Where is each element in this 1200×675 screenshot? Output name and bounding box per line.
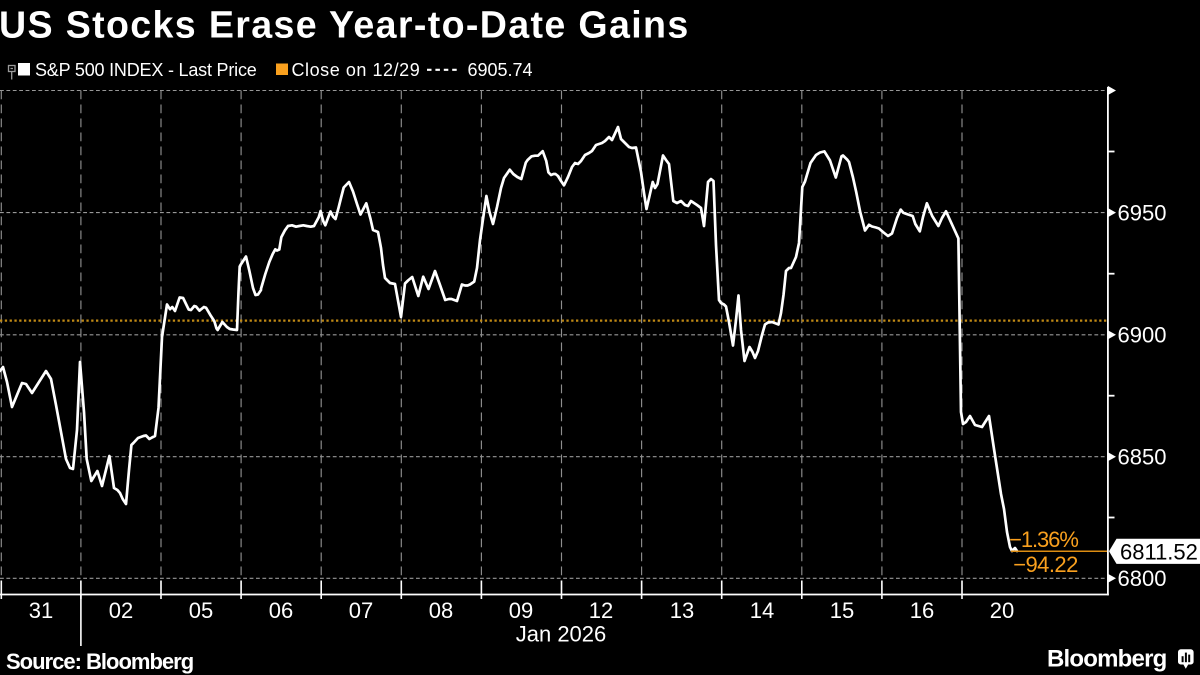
svg-text:6900: 6900 bbox=[1118, 323, 1167, 348]
svg-text:31: 31 bbox=[29, 598, 53, 623]
svg-text:Jan 2026: Jan 2026 bbox=[516, 622, 607, 647]
svg-text:09: 09 bbox=[509, 598, 533, 623]
svg-text:6800: 6800 bbox=[1118, 566, 1167, 591]
svg-text:20: 20 bbox=[990, 598, 1014, 623]
svg-text:6811.52: 6811.52 bbox=[1120, 540, 1198, 565]
svg-text:6905.74: 6905.74 bbox=[468, 60, 533, 80]
svg-text:6950: 6950 bbox=[1118, 201, 1167, 226]
svg-text:Source: Bloomberg: Source: Bloomberg bbox=[6, 649, 193, 674]
svg-text:12: 12 bbox=[589, 598, 613, 623]
svg-text:Bloomberg: Bloomberg bbox=[1047, 646, 1167, 673]
svg-text:06: 06 bbox=[269, 598, 293, 623]
svg-text:14: 14 bbox=[750, 598, 774, 623]
svg-text:05: 05 bbox=[189, 598, 213, 623]
svg-text:S&P 500 INDEX - Last Price: S&P 500 INDEX - Last Price bbox=[35, 60, 257, 80]
svg-text:US Stocks Erase Year-to-Date G: US Stocks Erase Year-to-Date Gains bbox=[0, 4, 690, 46]
svg-text:15: 15 bbox=[830, 598, 854, 623]
svg-text:−1.36%: −1.36% bbox=[1009, 527, 1078, 552]
svg-text:Close on 12/29: Close on 12/29 bbox=[292, 60, 421, 80]
svg-text:6850: 6850 bbox=[1118, 445, 1167, 470]
svg-text:08: 08 bbox=[429, 598, 453, 623]
svg-text:−94.22: −94.22 bbox=[1013, 552, 1078, 577]
svg-text:13: 13 bbox=[670, 598, 694, 623]
svg-text:02: 02 bbox=[109, 598, 133, 623]
svg-text:07: 07 bbox=[349, 598, 373, 623]
svg-text:16: 16 bbox=[910, 598, 934, 623]
